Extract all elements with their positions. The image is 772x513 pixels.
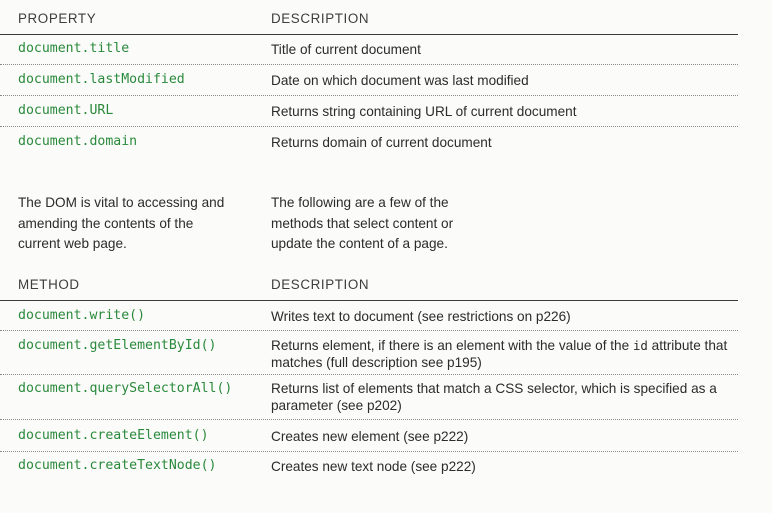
header-rule [0, 34, 738, 35]
method-name: document.createTextNode() [18, 458, 217, 473]
row-divider [0, 64, 738, 65]
row-divider [0, 419, 738, 420]
method-description: Returns element, if there is an element … [271, 337, 741, 371]
property-description: Returns domain of current document [271, 135, 492, 150]
row-divider [0, 330, 738, 331]
property-name: document.URL [18, 103, 114, 118]
method-name: document.querySelectorAll() [18, 381, 233, 396]
row-divider [0, 126, 738, 127]
intro-right-text: The following are a few of the methods t… [271, 195, 454, 251]
row-divider [0, 374, 738, 375]
header-rule [0, 300, 738, 301]
property-description: Returns string containing URL of current… [271, 104, 577, 119]
method-description: Creates new text node (see p222) [271, 459, 476, 474]
property-name: document.title [18, 41, 130, 56]
method-description: Returns list of elements that match a CS… [271, 381, 717, 413]
method-description: Writes text to document (see restriction… [271, 309, 571, 324]
inline-code: id [632, 338, 648, 353]
description-text: Returns element, if there is an element … [271, 338, 633, 353]
description-column-header: DESCRIPTION [271, 277, 370, 292]
method-name: document.getElementById() [18, 338, 217, 353]
property-name: document.domain [18, 134, 138, 149]
property-column-header: PROPERTY [18, 11, 97, 26]
method-name: document.createElement() [18, 428, 209, 443]
method-name: document.write() [18, 308, 146, 323]
description-column-header: DESCRIPTION [271, 11, 370, 26]
property-name: document.lastModified [18, 72, 185, 87]
intro-left-text: The DOM is vital to accessing and amendi… [18, 195, 225, 251]
method-column-header: METHOD [18, 277, 80, 292]
property-description: Date on which document was last modified [271, 73, 529, 88]
row-divider [0, 451, 738, 452]
row-divider [0, 95, 738, 96]
method-description: Creates new element (see p222) [271, 429, 469, 444]
description-text: attribute that matches (full description… [271, 338, 728, 370]
property-description: Title of current document [271, 42, 421, 57]
